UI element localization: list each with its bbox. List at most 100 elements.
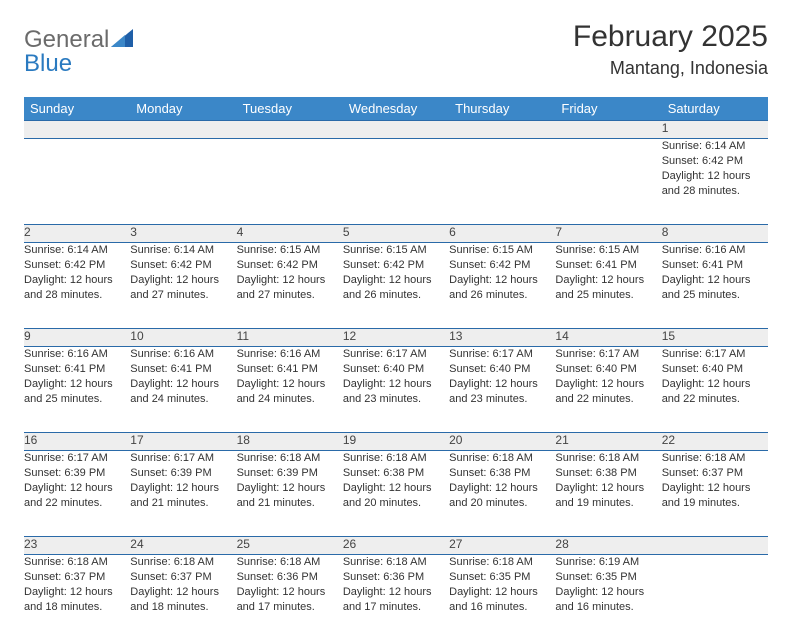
day-number-cell: 10 bbox=[130, 329, 236, 347]
day-number-cell: 4 bbox=[237, 225, 343, 243]
daylight-text: Daylight: 12 hours and 16 minutes. bbox=[449, 585, 555, 615]
day-detail-row: Sunrise: 6:14 AMSunset: 6:42 PMDaylight:… bbox=[24, 243, 768, 329]
brand-text-blue: Blue bbox=[24, 50, 72, 77]
day-detail-cell: Sunrise: 6:18 AMSunset: 6:39 PMDaylight:… bbox=[237, 451, 343, 537]
sunset-text: Sunset: 6:37 PM bbox=[662, 466, 768, 481]
sunrise-text: Sunrise: 6:15 AM bbox=[343, 243, 449, 258]
sunset-text: Sunset: 6:38 PM bbox=[449, 466, 555, 481]
day-detail-cell: Sunrise: 6:14 AMSunset: 6:42 PMDaylight:… bbox=[662, 139, 768, 225]
day-number-cell: 13 bbox=[449, 329, 555, 347]
sunrise-text: Sunrise: 6:15 AM bbox=[237, 243, 343, 258]
day-number-cell: 14 bbox=[555, 329, 661, 347]
day-number-row: 232425262728 bbox=[24, 537, 768, 555]
sunrise-text: Sunrise: 6:14 AM bbox=[662, 139, 768, 154]
day-number-cell: 2 bbox=[24, 225, 130, 243]
daylight-text: Daylight: 12 hours and 18 minutes. bbox=[130, 585, 236, 615]
sunset-text: Sunset: 6:42 PM bbox=[449, 258, 555, 273]
sunrise-text: Sunrise: 6:18 AM bbox=[237, 451, 343, 466]
day-detail-row: Sunrise: 6:16 AMSunset: 6:41 PMDaylight:… bbox=[24, 347, 768, 433]
page-header: General February 2025 Mantang, Indonesia bbox=[24, 20, 768, 79]
day-number-cell: 27 bbox=[449, 537, 555, 555]
day-number-cell: 23 bbox=[24, 537, 130, 555]
day-number-cell bbox=[662, 537, 768, 555]
day-detail-cell: Sunrise: 6:16 AMSunset: 6:41 PMDaylight:… bbox=[24, 347, 130, 433]
sunrise-text: Sunrise: 6:14 AM bbox=[24, 243, 130, 258]
sunset-text: Sunset: 6:39 PM bbox=[237, 466, 343, 481]
weekday-header: Tuesday bbox=[237, 97, 343, 121]
day-number-cell: 22 bbox=[662, 433, 768, 451]
sunset-text: Sunset: 6:42 PM bbox=[237, 258, 343, 273]
daylight-text: Daylight: 12 hours and 27 minutes. bbox=[237, 273, 343, 303]
daylight-text: Daylight: 12 hours and 24 minutes. bbox=[237, 377, 343, 407]
weekday-header: Saturday bbox=[662, 97, 768, 121]
day-number-cell bbox=[449, 121, 555, 139]
sunrise-text: Sunrise: 6:15 AM bbox=[449, 243, 555, 258]
sunset-text: Sunset: 6:38 PM bbox=[343, 466, 449, 481]
sunset-text: Sunset: 6:42 PM bbox=[343, 258, 449, 273]
day-number-cell: 20 bbox=[449, 433, 555, 451]
day-detail-cell: Sunrise: 6:19 AMSunset: 6:35 PMDaylight:… bbox=[555, 555, 661, 641]
daylight-text: Daylight: 12 hours and 21 minutes. bbox=[130, 481, 236, 511]
sunrise-text: Sunrise: 6:17 AM bbox=[130, 451, 236, 466]
sunrise-text: Sunrise: 6:18 AM bbox=[449, 555, 555, 570]
sunrise-text: Sunrise: 6:17 AM bbox=[555, 347, 661, 362]
sunset-text: Sunset: 6:40 PM bbox=[449, 362, 555, 377]
day-detail-cell: Sunrise: 6:16 AMSunset: 6:41 PMDaylight:… bbox=[662, 243, 768, 329]
daylight-text: Daylight: 12 hours and 26 minutes. bbox=[343, 273, 449, 303]
sunrise-text: Sunrise: 6:18 AM bbox=[449, 451, 555, 466]
sunrise-text: Sunrise: 6:17 AM bbox=[343, 347, 449, 362]
day-number-cell: 9 bbox=[24, 329, 130, 347]
sunrise-text: Sunrise: 6:16 AM bbox=[662, 243, 768, 258]
sunrise-text: Sunrise: 6:16 AM bbox=[130, 347, 236, 362]
day-number-cell bbox=[343, 121, 449, 139]
daylight-text: Daylight: 12 hours and 18 minutes. bbox=[24, 585, 130, 615]
day-detail-cell: Sunrise: 6:18 AMSunset: 6:36 PMDaylight:… bbox=[343, 555, 449, 641]
day-detail-cell: Sunrise: 6:18 AMSunset: 6:37 PMDaylight:… bbox=[24, 555, 130, 641]
day-number-row: 1 bbox=[24, 121, 768, 139]
day-detail-cell bbox=[24, 139, 130, 225]
daylight-text: Daylight: 12 hours and 20 minutes. bbox=[449, 481, 555, 511]
day-detail-row: Sunrise: 6:18 AMSunset: 6:37 PMDaylight:… bbox=[24, 555, 768, 641]
daylight-text: Daylight: 12 hours and 16 minutes. bbox=[555, 585, 661, 615]
sunset-text: Sunset: 6:40 PM bbox=[343, 362, 449, 377]
day-detail-cell: Sunrise: 6:17 AMSunset: 6:39 PMDaylight:… bbox=[24, 451, 130, 537]
title-block: February 2025 Mantang, Indonesia bbox=[573, 20, 768, 79]
daylight-text: Daylight: 12 hours and 26 minutes. bbox=[449, 273, 555, 303]
daylight-text: Daylight: 12 hours and 20 minutes. bbox=[343, 481, 449, 511]
weekday-header: Monday bbox=[130, 97, 236, 121]
day-number-cell: 1 bbox=[662, 121, 768, 139]
sunset-text: Sunset: 6:36 PM bbox=[343, 570, 449, 585]
daylight-text: Daylight: 12 hours and 22 minutes. bbox=[555, 377, 661, 407]
day-number-cell: 26 bbox=[343, 537, 449, 555]
day-number-row: 16171819202122 bbox=[24, 433, 768, 451]
day-detail-cell: Sunrise: 6:15 AMSunset: 6:42 PMDaylight:… bbox=[449, 243, 555, 329]
day-number-cell bbox=[555, 121, 661, 139]
day-detail-cell bbox=[555, 139, 661, 225]
sunset-text: Sunset: 6:42 PM bbox=[130, 258, 236, 273]
daylight-text: Daylight: 12 hours and 27 minutes. bbox=[130, 273, 236, 303]
day-number-cell: 6 bbox=[449, 225, 555, 243]
daylight-text: Daylight: 12 hours and 25 minutes. bbox=[24, 377, 130, 407]
day-detail-cell: Sunrise: 6:16 AMSunset: 6:41 PMDaylight:… bbox=[237, 347, 343, 433]
day-detail-cell: Sunrise: 6:14 AMSunset: 6:42 PMDaylight:… bbox=[24, 243, 130, 329]
day-number-row: 2345678 bbox=[24, 225, 768, 243]
daylight-text: Daylight: 12 hours and 24 minutes. bbox=[130, 377, 236, 407]
day-detail-cell bbox=[343, 139, 449, 225]
sunset-text: Sunset: 6:41 PM bbox=[24, 362, 130, 377]
sunset-text: Sunset: 6:42 PM bbox=[24, 258, 130, 273]
day-detail-cell: Sunrise: 6:17 AMSunset: 6:40 PMDaylight:… bbox=[555, 347, 661, 433]
location-text: Mantang, Indonesia bbox=[573, 58, 768, 79]
day-detail-cell: Sunrise: 6:17 AMSunset: 6:40 PMDaylight:… bbox=[449, 347, 555, 433]
day-detail-cell bbox=[237, 139, 343, 225]
calendar-table: SundayMondayTuesdayWednesdayThursdayFrid… bbox=[24, 97, 768, 641]
day-detail-cell: Sunrise: 6:18 AMSunset: 6:36 PMDaylight:… bbox=[237, 555, 343, 641]
daylight-text: Daylight: 12 hours and 28 minutes. bbox=[24, 273, 130, 303]
sunrise-text: Sunrise: 6:17 AM bbox=[449, 347, 555, 362]
day-number-cell: 17 bbox=[130, 433, 236, 451]
day-number-cell: 12 bbox=[343, 329, 449, 347]
brand-triangle-icon bbox=[111, 29, 133, 52]
sunrise-text: Sunrise: 6:18 AM bbox=[555, 451, 661, 466]
daylight-text: Daylight: 12 hours and 25 minutes. bbox=[662, 273, 768, 303]
sunrise-text: Sunrise: 6:18 AM bbox=[343, 555, 449, 570]
day-detail-row: Sunrise: 6:14 AMSunset: 6:42 PMDaylight:… bbox=[24, 139, 768, 225]
